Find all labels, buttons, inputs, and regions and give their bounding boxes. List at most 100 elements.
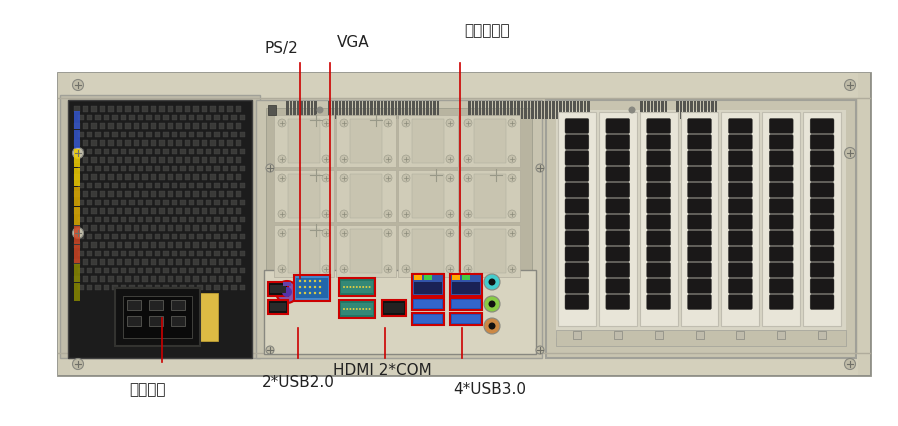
- Bar: [95, 216, 101, 222]
- Bar: [74, 187, 80, 205]
- Bar: [200, 293, 218, 341]
- Bar: [58, 73, 870, 98]
- Bar: [176, 276, 181, 282]
- Circle shape: [353, 308, 355, 310]
- Bar: [146, 216, 152, 222]
- Bar: [294, 275, 330, 301]
- Circle shape: [347, 308, 348, 310]
- Bar: [134, 259, 139, 265]
- Bar: [210, 157, 216, 162]
- Bar: [215, 268, 220, 273]
- Bar: [163, 199, 169, 205]
- Bar: [154, 199, 160, 205]
- Bar: [60, 95, 260, 358]
- Bar: [163, 268, 169, 273]
- Bar: [398, 170, 458, 222]
- FancyBboxPatch shape: [606, 247, 629, 262]
- Bar: [87, 250, 92, 256]
- Bar: [159, 276, 164, 282]
- Bar: [240, 233, 245, 239]
- Bar: [168, 225, 173, 230]
- Bar: [146, 115, 152, 120]
- Bar: [232, 268, 237, 273]
- Circle shape: [73, 227, 84, 239]
- Bar: [146, 285, 152, 290]
- FancyBboxPatch shape: [810, 135, 834, 150]
- Bar: [639, 112, 678, 326]
- Bar: [460, 170, 520, 222]
- Bar: [68, 100, 252, 358]
- Bar: [193, 208, 198, 213]
- Bar: [180, 285, 186, 290]
- Bar: [398, 101, 401, 119]
- Bar: [227, 191, 233, 196]
- FancyBboxPatch shape: [728, 262, 753, 277]
- Bar: [129, 115, 135, 120]
- Bar: [227, 123, 233, 129]
- FancyBboxPatch shape: [770, 199, 793, 213]
- Bar: [215, 165, 220, 171]
- Bar: [235, 208, 241, 213]
- Bar: [146, 182, 152, 188]
- Circle shape: [508, 265, 516, 273]
- Bar: [189, 216, 194, 222]
- Bar: [95, 165, 101, 171]
- Bar: [129, 285, 135, 290]
- Bar: [108, 174, 113, 179]
- Bar: [104, 182, 110, 188]
- FancyBboxPatch shape: [728, 150, 753, 165]
- Bar: [87, 115, 92, 120]
- Circle shape: [356, 308, 357, 310]
- Bar: [112, 165, 118, 171]
- Bar: [87, 149, 92, 154]
- Bar: [210, 276, 216, 282]
- Circle shape: [384, 229, 392, 237]
- Bar: [541, 101, 544, 119]
- Circle shape: [343, 286, 345, 288]
- Bar: [235, 174, 241, 179]
- Bar: [120, 182, 127, 188]
- Bar: [569, 101, 572, 119]
- Bar: [125, 191, 130, 196]
- Circle shape: [508, 210, 516, 218]
- Bar: [296, 101, 299, 119]
- Bar: [311, 101, 313, 119]
- Bar: [91, 174, 96, 179]
- Bar: [198, 149, 203, 154]
- Bar: [180, 250, 186, 256]
- Circle shape: [340, 210, 348, 218]
- Bar: [125, 242, 130, 248]
- Bar: [562, 101, 565, 119]
- Bar: [412, 298, 444, 310]
- Bar: [374, 101, 376, 119]
- FancyBboxPatch shape: [770, 262, 793, 277]
- Circle shape: [356, 286, 357, 288]
- Bar: [74, 259, 80, 265]
- Bar: [235, 140, 241, 146]
- Bar: [762, 112, 800, 326]
- Bar: [137, 165, 144, 171]
- Bar: [503, 101, 506, 119]
- Circle shape: [347, 286, 348, 288]
- Circle shape: [322, 174, 330, 182]
- Bar: [429, 101, 432, 119]
- Circle shape: [278, 265, 286, 273]
- Circle shape: [536, 164, 544, 172]
- Bar: [552, 101, 554, 119]
- Bar: [58, 73, 70, 375]
- Bar: [412, 174, 444, 218]
- Bar: [232, 182, 237, 188]
- Circle shape: [343, 308, 345, 310]
- Bar: [412, 274, 444, 296]
- Bar: [87, 268, 92, 273]
- Bar: [180, 233, 186, 239]
- Bar: [151, 242, 156, 248]
- Bar: [168, 140, 173, 146]
- Bar: [377, 101, 380, 119]
- Circle shape: [353, 286, 355, 288]
- Bar: [172, 165, 177, 171]
- Bar: [545, 101, 548, 119]
- FancyBboxPatch shape: [728, 279, 753, 294]
- Circle shape: [844, 147, 856, 158]
- FancyBboxPatch shape: [565, 215, 589, 230]
